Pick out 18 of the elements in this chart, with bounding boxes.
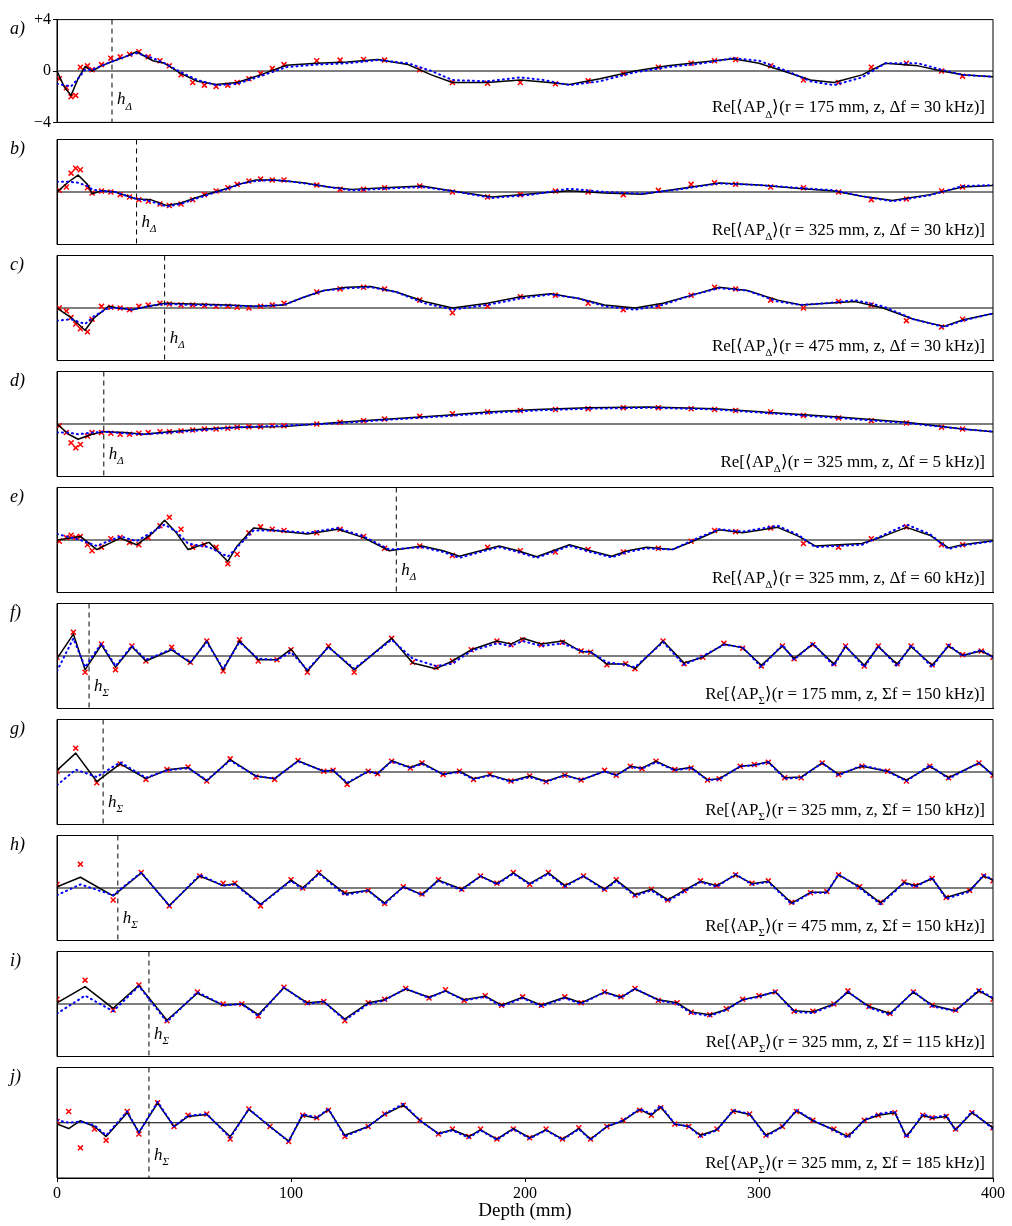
chart-title: h) (10, 833, 25, 855)
x-axis-title: Depth (mm) (478, 1198, 572, 1221)
chart-title: e) (10, 485, 24, 507)
chart-title: c) (10, 253, 24, 275)
y-tick-label: 0 (43, 61, 51, 79)
y-tick-label: +4 (33, 9, 51, 27)
chart-title: a) (10, 17, 25, 39)
chart-title: f) (10, 601, 21, 623)
chart-title: d) (10, 369, 25, 391)
chart-title: g) (10, 717, 25, 739)
x-tick-label: 400 (981, 1183, 1005, 1201)
x-tick-label: 200 (513, 1183, 537, 1201)
x-tick-label: 100 (279, 1183, 303, 1201)
chart-title: b) (10, 137, 25, 159)
x-tick-label: 300 (747, 1183, 771, 1201)
y-tick-label: −4 (33, 112, 51, 130)
chart-title: i) (10, 949, 21, 971)
chart-title: j) (8, 1065, 21, 1087)
